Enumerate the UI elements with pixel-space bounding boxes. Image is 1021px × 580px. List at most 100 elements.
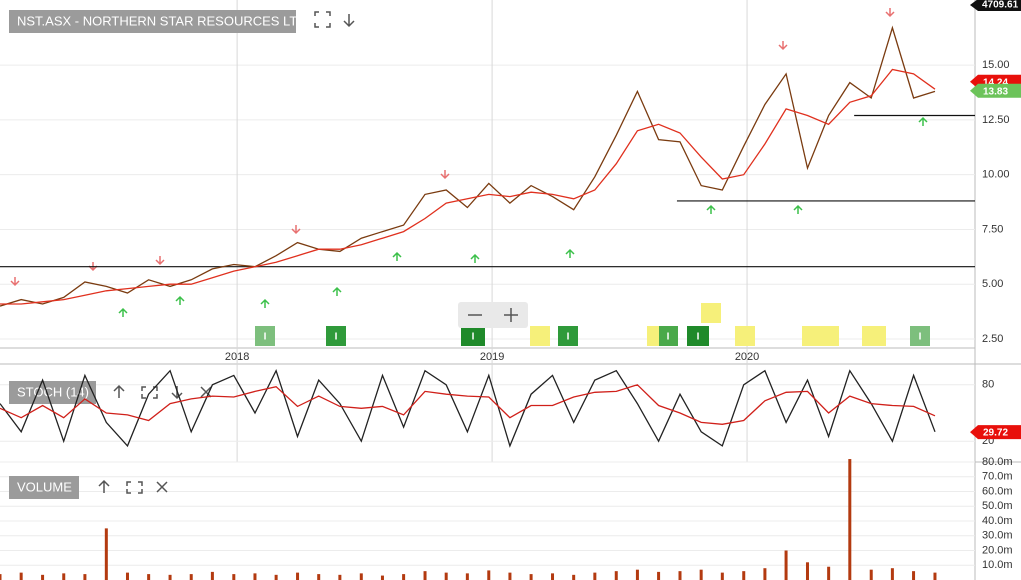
badge-label: I [264, 332, 267, 343]
badge-label: I [667, 332, 670, 343]
badge [255, 326, 275, 346]
badge-label: I [567, 332, 570, 343]
y-tick-label: 2.50 [982, 333, 1003, 345]
up-icon[interactable] [98, 479, 110, 493]
y-tick-label: 80 [982, 379, 994, 391]
volume-bar [657, 571, 661, 580]
y-tick-label: 30.0m [982, 530, 1013, 542]
volume-bar [912, 571, 916, 580]
volume-bar [933, 572, 937, 580]
volume-bar [104, 528, 108, 580]
volume-bar [869, 569, 873, 580]
badge-label: I [472, 332, 475, 343]
volume-title: VOLUME [17, 479, 72, 494]
badge [326, 326, 346, 346]
title-box [9, 476, 79, 499]
badge [910, 326, 930, 346]
y-tick-label: 70.0m [982, 471, 1013, 483]
volume-bar [827, 566, 831, 580]
volume-bar [189, 574, 193, 580]
up-icon[interactable] [113, 384, 125, 398]
y-tick-label: 10.00 [982, 169, 1010, 181]
badge [658, 326, 678, 346]
badge-label: I [697, 332, 700, 343]
badge [558, 326, 578, 346]
volume-bar [19, 572, 23, 580]
volume-bar [380, 575, 384, 580]
volume-bar [699, 569, 703, 580]
y-tick-label: 12.50 [982, 114, 1010, 126]
volume-bar [83, 574, 87, 580]
volume-bar [317, 574, 321, 580]
buy-arrows [118, 116, 928, 317]
down-icon[interactable] [343, 14, 355, 28]
expand-icon[interactable] [126, 481, 143, 494]
volume-bar [0, 574, 2, 580]
volume-bar [444, 572, 448, 580]
volume-bar [125, 572, 129, 580]
chart-title: NST.ASX - NORTHERN STAR RESOURCES LTD [17, 13, 307, 28]
y-tick-label: 40.0m [982, 515, 1013, 527]
volume-bar [551, 573, 555, 580]
index-tag [970, 0, 1021, 11]
volume-bar [402, 574, 406, 580]
index-tag-label: 4709.61 [982, 0, 1019, 11]
close-icon[interactable] [156, 481, 168, 493]
volume-bar [168, 574, 172, 580]
series-line [0, 368, 936, 448]
zoom-in[interactable] [504, 308, 518, 322]
y-tick-label: 50.0m [982, 500, 1013, 512]
badge-label: I [919, 332, 922, 343]
volume-bar [678, 571, 682, 580]
stoch-title: STOCH (14) [17, 384, 89, 399]
volume-bar [147, 574, 151, 580]
volume-bar [720, 572, 724, 580]
price-tag [970, 425, 1021, 440]
y-tick-label: 60.0m [982, 485, 1013, 497]
volume-bar [210, 571, 214, 580]
volume-bar [614, 571, 618, 580]
y-tick-label: 15.00 [982, 59, 1010, 71]
volume-bar [572, 574, 576, 580]
volume-bar [296, 572, 300, 580]
price-tag [970, 83, 1021, 98]
volume-bar [593, 572, 597, 580]
volume-bar [784, 550, 788, 580]
volume-bar [232, 574, 236, 580]
y-tick-label: 10.0m [982, 559, 1013, 571]
volume-bar [529, 574, 533, 580]
event-badges: I I I I I I I [255, 303, 930, 346]
expand-icon[interactable] [141, 386, 158, 399]
badge [687, 326, 709, 346]
volume-bar [274, 574, 278, 580]
x-tick-label: 2020 [735, 351, 759, 363]
badge-label: I [335, 332, 338, 343]
volume-bar [742, 571, 746, 580]
series-line [0, 384, 936, 425]
volume-bar [848, 459, 852, 580]
price-tag-label: 13.83 [983, 86, 1008, 97]
badge [461, 326, 485, 346]
price-tag-label: 14.24 [983, 77, 1008, 88]
title-box [9, 10, 296, 33]
volume-bar [465, 573, 469, 580]
expand-icon[interactable] [314, 11, 331, 28]
volume-bar [805, 562, 809, 580]
y-tick-label: 80.0m [982, 456, 1013, 468]
x-tick-label: 2019 [480, 351, 504, 363]
volume-bar [41, 574, 45, 580]
volume-bar [890, 568, 894, 580]
price-tag-label: 29.72 [983, 428, 1008, 439]
sell-arrows [10, 8, 895, 287]
volume-bar [338, 574, 342, 580]
x-tick-label: 2018 [225, 351, 249, 363]
series-line [0, 68, 936, 305]
volume-bar [635, 569, 639, 580]
y-tick-label: 7.50 [982, 223, 1003, 235]
y-tick-label: 5.00 [982, 278, 1003, 290]
close-icon[interactable] [200, 386, 212, 398]
volume-bar [763, 568, 767, 580]
report-badges [530, 303, 886, 346]
